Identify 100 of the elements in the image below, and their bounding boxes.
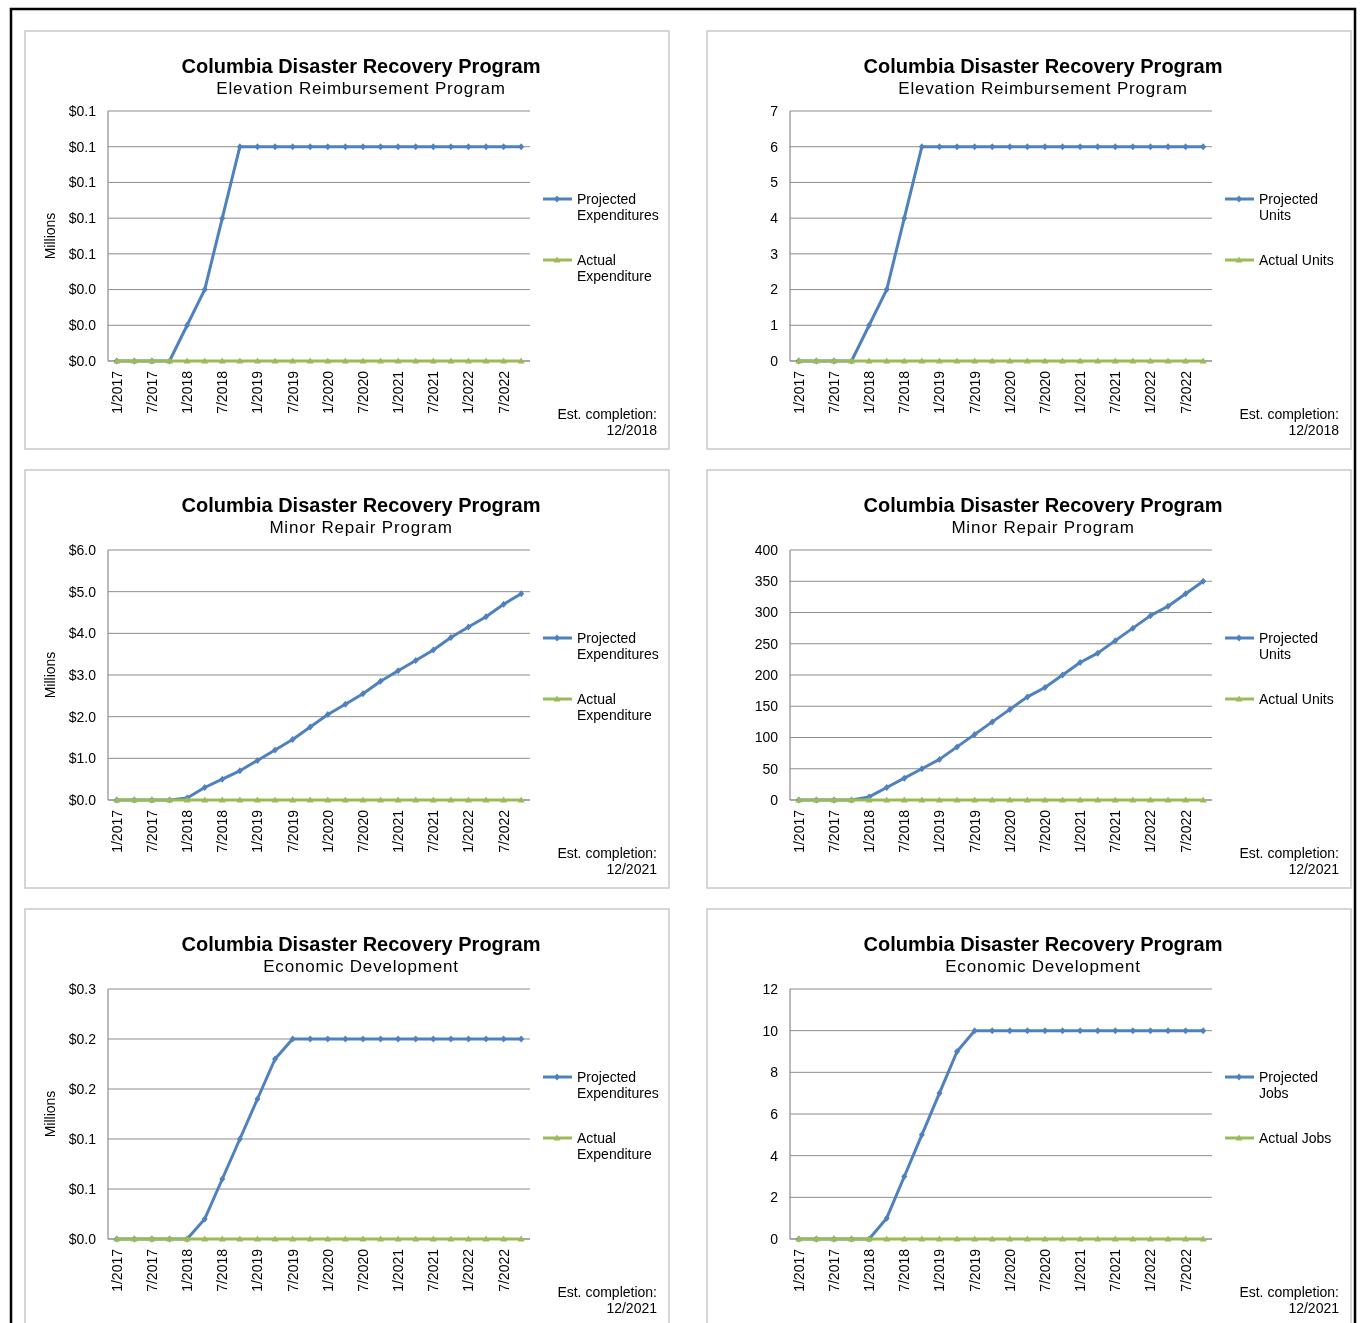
point: [953, 796, 961, 803]
point: [412, 656, 419, 664]
point: [935, 357, 943, 364]
x-tick-label: 1/2021: [1072, 1248, 1089, 1292]
x-tick-label: 7/2019: [966, 809, 983, 853]
y-tick-label: $0.1: [68, 102, 97, 119]
point: [482, 1235, 490, 1242]
x-tick-label: 7/2018: [896, 1248, 913, 1292]
y-axis-title: Millions: [42, 1090, 58, 1138]
point: [1041, 796, 1049, 803]
point: [500, 600, 507, 608]
point: [201, 784, 208, 791]
point: [201, 286, 208, 294]
legend-label: Actual Expenditure: [577, 690, 652, 723]
point: [272, 746, 279, 754]
point: [201, 1235, 209, 1242]
point: [900, 357, 908, 364]
x-tick-label: 1/2020: [1001, 809, 1018, 853]
x-tick-label: 1/2019: [931, 809, 948, 853]
x-tick-label: 1/2022: [460, 370, 477, 414]
point: [324, 711, 331, 719]
point: [253, 796, 261, 803]
point: [1077, 659, 1084, 666]
point: [971, 1027, 978, 1035]
y-tick-label: $0.2: [68, 1030, 97, 1047]
point: [1111, 1235, 1119, 1242]
point: [289, 143, 296, 151]
chart-subtitle: Minor Repair Program: [951, 518, 1135, 537]
x-tick-label: 7/2019: [966, 370, 983, 414]
y-tick-label: 12: [762, 980, 779, 997]
point: [271, 357, 279, 364]
point: [219, 1175, 226, 1183]
point: [341, 796, 349, 803]
point: [236, 357, 244, 364]
point: [201, 357, 209, 364]
point: [988, 1235, 996, 1242]
legend-label: Actual Expenditure: [577, 251, 652, 284]
point: [201, 796, 209, 803]
point: [1182, 1027, 1189, 1035]
point: [1164, 796, 1172, 803]
x-tick-label: 1/2021: [390, 809, 407, 853]
point: [306, 357, 314, 364]
x-tick-label: 7/2020: [354, 809, 371, 853]
y-tick-label: $0.0: [68, 791, 97, 808]
point: [1111, 796, 1119, 803]
point: [1112, 1027, 1119, 1035]
point: [1200, 143, 1207, 151]
point: [1006, 1235, 1014, 1242]
x-tick-label: 1/2020: [1001, 1248, 1018, 1292]
x-tick-label: 1/2021: [1072, 809, 1089, 853]
point: [865, 357, 873, 364]
point: [500, 143, 507, 151]
text: Est. completion: 12/2021: [1239, 845, 1340, 878]
point: [430, 1035, 437, 1043]
y-tick-label: 2: [770, 281, 779, 298]
legend-label: Actual Expenditure: [577, 1129, 652, 1162]
chart-subtitle: Elevation Reimbursement Program: [216, 79, 506, 98]
point: [901, 1173, 908, 1180]
point: [324, 796, 332, 803]
point: [1146, 796, 1154, 803]
point: [989, 718, 996, 726]
point: [517, 796, 525, 803]
y-tick-label: 0: [770, 1230, 779, 1247]
point: [412, 357, 420, 364]
point: [307, 1035, 314, 1043]
chart-subtitle: Economic Development: [263, 957, 459, 976]
point: [324, 143, 331, 151]
y-tick-label: $6.0: [68, 541, 97, 558]
x-tick-label: 1/2022: [1142, 809, 1159, 853]
y-tick-label: $0.1: [68, 1180, 97, 1197]
point: [971, 357, 979, 364]
legend-label: Actual Units: [1259, 251, 1334, 268]
legend-label: Projected Expenditures: [577, 190, 659, 223]
point: [359, 1235, 367, 1242]
point: [971, 796, 979, 803]
y-tick-label: $3.0: [68, 666, 97, 683]
x-tick-label: 7/2017: [825, 1248, 842, 1292]
point: [1199, 1235, 1207, 1242]
x-tick-label: 7/2017: [825, 809, 842, 853]
y-tick-label: $1.0: [68, 750, 97, 767]
point: [307, 143, 314, 151]
y-tick-label: 7: [770, 102, 779, 119]
text: Est. completion: 12/2021: [557, 845, 658, 878]
point: [866, 321, 873, 329]
point: [883, 286, 890, 294]
point: [289, 736, 296, 744]
point: [918, 796, 926, 803]
x-tick-label: 7/2021: [425, 370, 442, 414]
point: [1112, 637, 1119, 645]
point: [377, 1235, 385, 1242]
point: [219, 775, 226, 783]
x-tick-label: 7/2022: [1177, 370, 1194, 414]
point: [1059, 143, 1066, 151]
x-tick-label: 1/2017: [108, 370, 125, 414]
x-tick-label: 1/2017: [108, 809, 125, 853]
x-tick-label: 1/2021: [390, 370, 407, 414]
point: [342, 700, 349, 708]
point: [429, 357, 437, 364]
chart-title: Columbia Disaster Recovery Program: [863, 933, 1223, 955]
point: [953, 357, 961, 364]
